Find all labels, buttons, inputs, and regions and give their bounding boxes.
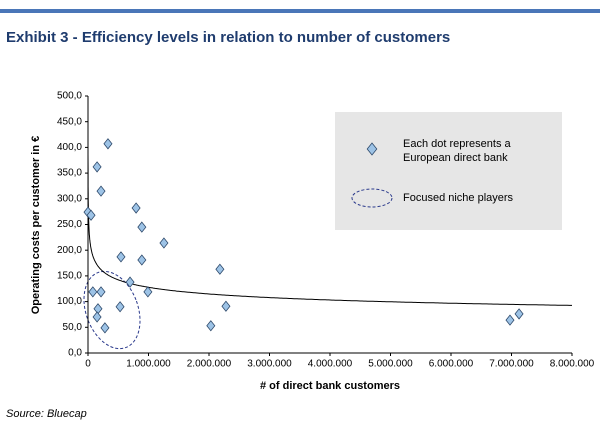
y-tick-label: 450,0: [57, 116, 82, 127]
legend-marker: [366, 142, 378, 156]
data-point: [221, 300, 231, 312]
y-tick-label: 50,0: [63, 322, 83, 333]
x-tick-label: 8.000.000: [550, 359, 595, 370]
data-point: [137, 254, 147, 266]
data-point: [125, 276, 135, 288]
data-point: [505, 314, 515, 326]
x-tick-label: 0: [85, 359, 91, 370]
x-axis-label: # of direct bank customers: [260, 380, 400, 392]
y-tick-label: 200,0: [57, 245, 82, 256]
y-tick-label: 100,0: [57, 296, 82, 307]
data-point: [103, 138, 113, 150]
data-point: [116, 251, 126, 263]
data-point: [86, 209, 96, 221]
data-point: [88, 286, 98, 298]
data-point: [131, 202, 141, 214]
x-tick-label: 7.000.000: [489, 359, 534, 370]
y-tick-label: 150,0: [57, 271, 82, 282]
data-point: [100, 322, 110, 334]
y-axis-label: Operating costs per customer in €: [30, 136, 42, 315]
x-tick-label: 6.000.000: [429, 359, 474, 370]
niche-ellipse: [83, 270, 141, 350]
data-point: [93, 303, 103, 315]
legend-ellipse: [351, 188, 393, 208]
data-point: [96, 286, 106, 298]
data-point: [115, 301, 125, 313]
data-point: [92, 161, 102, 173]
chart-title: Exhibit 3 - Efficiency levels in relatio…: [6, 29, 450, 46]
x-tick-label: 5.000.000: [368, 359, 413, 370]
legend-box: [335, 112, 562, 230]
data-point: [159, 237, 169, 249]
data-point: [143, 286, 153, 298]
trendline: [87, 107, 572, 306]
y-tick-label: 350,0: [57, 168, 82, 179]
x-tick-label: 4.000.000: [308, 359, 353, 370]
data-point: [96, 185, 106, 197]
source: Source: Bluecap: [6, 408, 87, 420]
niche-label: Focused niche players: [403, 192, 514, 204]
y-tick-label: 300,0: [57, 193, 82, 204]
legend-label: Each dot represents a European direct ba…: [403, 138, 511, 164]
data-point: [92, 311, 102, 323]
data-point: [137, 221, 147, 233]
data-point: [206, 320, 216, 332]
top-rule: [0, 9, 600, 13]
y-tick-label: 400,0: [57, 142, 82, 153]
y-tick-label: 0,0: [68, 348, 82, 359]
y-tick-label: 250,0: [57, 219, 82, 230]
data-point: [215, 263, 225, 275]
x-tick-label: 2.000.000: [187, 359, 232, 370]
data-point: [514, 308, 524, 320]
x-tick-label: 3.000.000: [247, 359, 292, 370]
x-tick-label: 1.000.000: [126, 359, 171, 370]
y-tick-label: 500,0: [57, 91, 82, 102]
